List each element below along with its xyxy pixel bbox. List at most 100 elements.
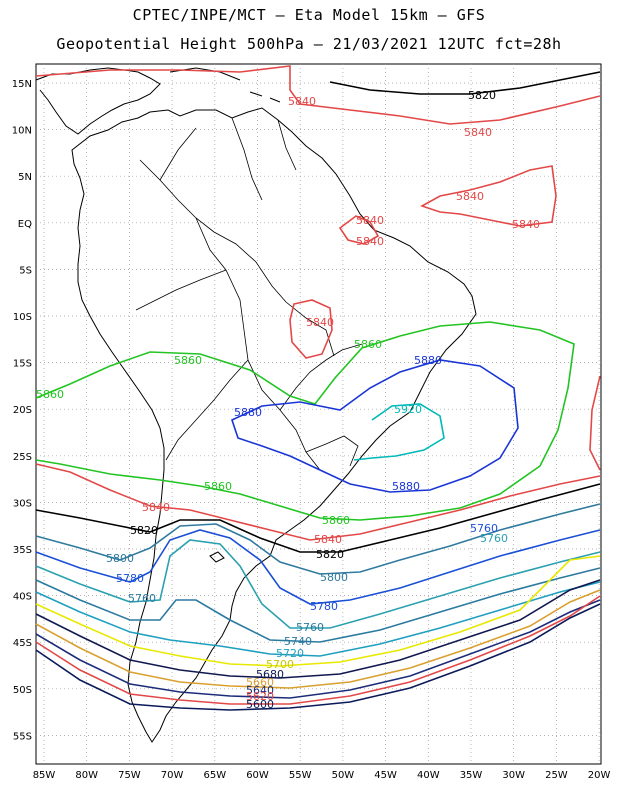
lat-tick-label: 5N (18, 172, 32, 183)
contour-5660 (35, 589, 601, 689)
contour-5760 (35, 539, 601, 629)
label-5760-west: 5760 (128, 592, 156, 605)
label-5840-cell-c: 5840 (356, 214, 384, 227)
lat-tick-label: 30S (13, 498, 32, 509)
lat-tick-label: 55S (13, 731, 32, 742)
lat-tick-label: 40S (13, 592, 32, 603)
label-5840-inland: 5840 (306, 316, 334, 329)
contour-5600 (35, 603, 601, 711)
contour-5800 (35, 503, 601, 575)
label-5620: 5620 (246, 690, 274, 703)
lat-tick-label: 15N (12, 79, 32, 90)
south-america-coast (71, 107, 477, 743)
contour-5840-north (35, 65, 601, 125)
label-5860-edge: 5860 (36, 388, 64, 401)
axis-ticks: 15N 10N 5N EQ 5S 10S 15S 20S 25S 30S 35S 40S 45S 50S 5… (12, 79, 611, 781)
contour-5640 (35, 599, 601, 699)
contour-5820-south (35, 483, 601, 553)
lat-tick-label: 10S (13, 312, 32, 323)
label-5880-north: 5880 (414, 354, 442, 367)
contour-5840-small-cell (338, 215, 380, 245)
title-line-2: Geopotential Height 500hPa – 21/03/2021 … (56, 35, 562, 53)
lon-tick-label: 85W (33, 770, 56, 781)
label-5740: 5740 (284, 635, 312, 648)
graticule (36, 64, 601, 764)
label-5820-south-a: 5820 (130, 524, 158, 537)
contour-5860 (35, 321, 575, 521)
label-5840-nw: 5840 (288, 95, 316, 108)
lon-tick-label: 70W (161, 770, 184, 781)
country-borders (135, 117, 363, 471)
lon-tick-label: 20W (588, 770, 611, 781)
label-5780-east: 5780 (310, 600, 338, 613)
lon-tick-label: 25W (545, 770, 568, 781)
lat-tick-label: 20S (13, 405, 32, 416)
falkland-islands (209, 551, 225, 563)
lat-tick-label: 45S (13, 638, 32, 649)
label-5640: 5640 (246, 684, 274, 697)
lon-tick-label: 40W (417, 770, 440, 781)
contour-5840-inland-cell (289, 299, 333, 359)
lat-tick-label: 50S (13, 685, 32, 696)
label-5760-ne: 5760 (470, 522, 498, 535)
contour-5900 (353, 403, 445, 461)
lon-tick-label: 80W (75, 770, 98, 781)
label-5860-south: 5860 (204, 480, 232, 493)
label-5840-south-a: 5840 (142, 501, 170, 514)
contour-5680 (35, 579, 601, 679)
label-5860-west: 5860 (174, 354, 202, 367)
lat-tick-label: 10N (12, 126, 32, 137)
contour-5700 (35, 555, 601, 667)
contour-labels: 5820 5840 5840 5840 5840 5840 5840 5840 … (36, 89, 540, 711)
contour-5740 (35, 567, 601, 643)
coastlines (35, 67, 477, 743)
contour-5840-east-cell (420, 165, 557, 227)
contour-5880 (231, 359, 519, 493)
label-5800-west: 5800 (106, 552, 134, 565)
label-5820-south-b: 5820 (316, 548, 344, 561)
central-america-coast (35, 67, 161, 135)
label-5840-south-b: 5840 (314, 533, 342, 546)
lon-tick-label: 45W (374, 770, 397, 781)
contour-5720 (35, 581, 601, 657)
lon-tick-label: 65W (203, 770, 226, 781)
label-5840-cell-b: 5840 (512, 218, 540, 231)
label-5760-south: 5760 (296, 621, 324, 634)
label-5780-west: 5780 (116, 572, 144, 585)
label-5840-ne: 5840 (464, 126, 492, 139)
label-5600: 5600 (246, 698, 274, 711)
contours (35, 65, 601, 711)
lon-tick-label: 35W (460, 770, 483, 781)
label-5680: 5680 (256, 668, 284, 681)
label-5820-north: 5820 (468, 89, 496, 102)
contour-5840-south (35, 375, 601, 541)
label-5840-cell-d: 5840 (356, 235, 384, 248)
label-5880-west: 5880 (234, 406, 262, 419)
label-5720: 5720 (276, 647, 304, 660)
lat-tick-label: 15S (13, 359, 32, 370)
lat-tick-label: 25S (13, 452, 32, 463)
contour-5780 (35, 529, 601, 605)
lon-tick-label: 75W (118, 770, 141, 781)
lon-tick-label: 30W (502, 770, 525, 781)
label-5660: 5660 (246, 676, 274, 689)
map-frame (35, 63, 602, 765)
label-5760-ne-b: 5760 (480, 532, 508, 545)
lon-tick-label: 50W (332, 770, 355, 781)
lon-tick-label: 55W (289, 770, 312, 781)
label-5880-south: 5880 (392, 480, 420, 493)
label-5700: 5700 (266, 658, 294, 671)
title-line-1: CPTEC/INPE/MCT – Eta Model 15km – GFS (132, 6, 486, 24)
label-5860-north: 5860 (354, 338, 382, 351)
label-5900: 5920 (394, 403, 422, 416)
lat-tick-label: 5S (19, 265, 32, 276)
label-5800-east: 5800 (320, 571, 348, 584)
contour-5820-north (329, 71, 601, 95)
contour-5620 (35, 595, 601, 705)
lat-tick-label: 35S (13, 545, 32, 556)
lat-tick-label: EQ (18, 219, 32, 230)
lon-tick-label: 60W (246, 770, 269, 781)
label-5860-southeast: 5860 (322, 514, 350, 527)
label-5840-cell-a: 5840 (456, 190, 484, 203)
